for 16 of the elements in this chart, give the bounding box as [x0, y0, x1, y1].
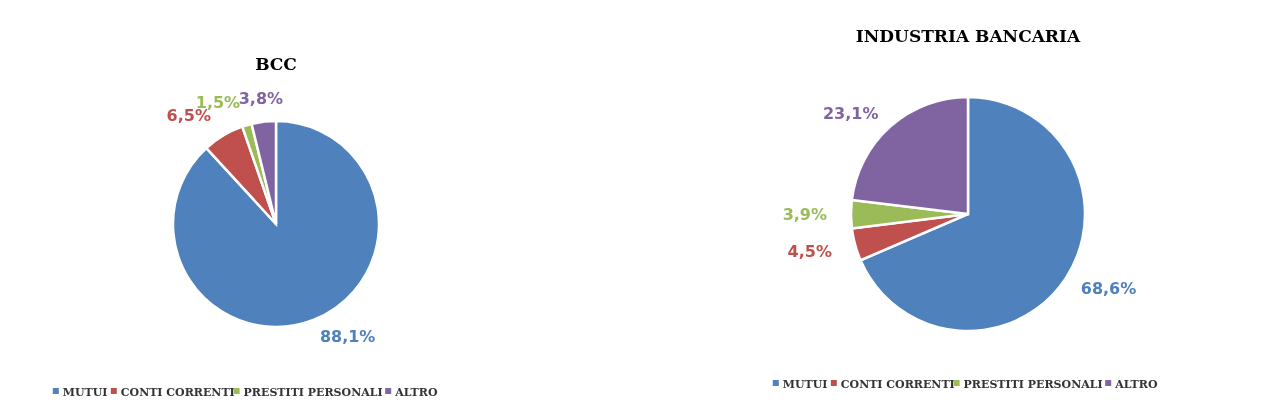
legend-label: PRESTITI PERSONALI — [963, 377, 1103, 391]
chart-title: BCC — [255, 54, 297, 74]
legend-label: MUTUI — [782, 377, 828, 391]
legend-label: ALTRO — [394, 385, 438, 399]
data-label: 3,8% — [238, 88, 284, 108]
data-label: 4,5% — [787, 241, 832, 261]
chart-title: INDUSTRIA BANCARIA — [855, 26, 1081, 46]
legend-label: CONTI CORRENTI — [120, 385, 235, 399]
legend-label: CONTI CORRENTI — [840, 377, 955, 391]
data-label: 88,1% — [319, 327, 376, 347]
data-label: 3,9% — [782, 204, 827, 224]
legend-label: ALTRO — [1114, 377, 1158, 391]
legend-label: PRESTITI PERSONALI — [243, 385, 383, 399]
data-label: 23,1% — [822, 103, 879, 123]
data-label: 68,6% — [1080, 278, 1137, 298]
legend-label: MUTUI — [62, 385, 108, 399]
